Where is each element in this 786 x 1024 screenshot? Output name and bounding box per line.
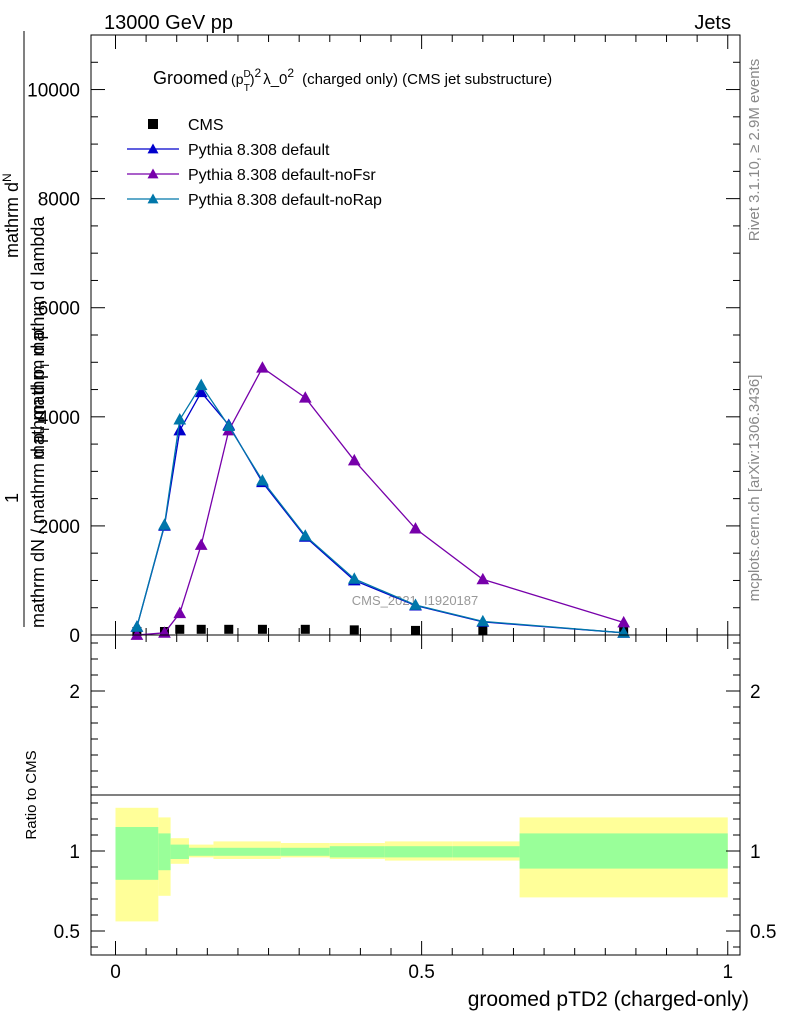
x-axis-label: groomed pTD2 (charged-only) (468, 988, 749, 1011)
ratio-band-stat (158, 833, 171, 871)
data-point (347, 572, 361, 584)
legend-label: Pythia 8.308 default-noRap (188, 192, 382, 209)
y-tick-label: 8000 (38, 190, 80, 211)
data-point (476, 614, 490, 627)
ratio-band-stat (384, 846, 453, 858)
ratio-band-stat (519, 833, 728, 869)
legend-label: Pythia 8.308 default (188, 142, 330, 159)
y-label-denominator: mathrm dN / mathrm d pT mathrm d p (28, 330, 52, 628)
legend: CMS Pythia 8.308 default Pythia 8.308 defa… (127, 117, 382, 209)
data-point (256, 474, 269, 486)
y-tick-label: 6000 (38, 299, 80, 320)
ratio-band-stat (188, 847, 214, 856)
x-tick-label: 0 (110, 962, 121, 983)
ratio-y-ticks: 0.5 0.5 1 1 2 2 (54, 642, 776, 948)
ratio-y-tick-label: 2 (69, 682, 80, 703)
y-label-numerator-top: mathrm dN (0, 173, 22, 258)
y-label-numerator-bottom: mathrm d pT mathrm d lambda (28, 216, 52, 460)
y-axis-label: 1 mathrm dN / mathrm d pT mathrm d p mat… (0, 31, 52, 628)
data-point (173, 423, 187, 436)
data-point (173, 606, 187, 619)
y-label-one: 1 (2, 493, 22, 503)
data-point (175, 624, 185, 634)
data-point (194, 538, 208, 550)
data-point (478, 626, 488, 636)
legend-item: Pythia 8.308 default-noRap (127, 192, 382, 209)
legend-label: CMS (188, 117, 224, 134)
ratio-y-tick-label-right: 2 (750, 682, 761, 703)
x-tick-label: 1 (722, 962, 733, 983)
y-tick-label: 0 (69, 626, 80, 647)
data-point (158, 518, 171, 530)
data-point (298, 529, 312, 541)
data-point (224, 624, 234, 634)
rivet-version-label: Rivet 3.1.10, ≥ 2.9M events (746, 59, 763, 242)
data-point (300, 624, 310, 634)
ratio-plot-panel: 0.5 0.51 12 2 0 0.5 1 Ratio to CMS groomed pT… (23, 634, 776, 1011)
ratio-y-tick-label: 1 (69, 842, 80, 863)
jets-label: Jets (694, 12, 731, 34)
y-tick-label: 2000 (38, 517, 80, 538)
ratio-bands (115, 807, 728, 922)
data-point (194, 385, 208, 398)
legend-item: CMS (148, 117, 224, 134)
ratio-band-stat (452, 846, 520, 858)
data-point (130, 620, 144, 632)
series-layer (130, 361, 631, 640)
data-point (194, 378, 208, 391)
data-point (298, 391, 312, 403)
legend-item: Pythia 8.308 default (127, 142, 330, 159)
data-point (257, 624, 267, 634)
ratio-y-tick-label-right: 0.5 (750, 922, 776, 943)
ratio-band-stat (280, 847, 330, 856)
legend-marker (148, 119, 158, 129)
data-point (196, 624, 206, 634)
data-point (256, 361, 269, 373)
ratio-y-tick-label-right: 1 (750, 842, 761, 863)
legend-marker (147, 193, 159, 204)
data-point (173, 413, 187, 425)
data-point (130, 628, 144, 640)
legend-item: Pythia 8.308 default-noFsr (127, 167, 376, 184)
x-tick-label: 0.5 (408, 962, 434, 983)
ratio-y-tick-label: 0.5 (54, 922, 80, 943)
legend-marker (147, 143, 159, 154)
legend-marker (147, 168, 159, 179)
plot-title: Groomed (pD T)2 λ_02 (charged only) (CMS jet… (153, 66, 552, 94)
data-point (347, 453, 361, 466)
data-point (411, 625, 420, 635)
legend-label: Pythia 8.308 default-noFsr (188, 167, 376, 184)
ratio-plot-frame (90, 634, 741, 956)
mcplots-label: mcplots.cern.ch [arXiv:1306.3436] (746, 375, 763, 602)
y-tick-label: 4000 (38, 408, 80, 429)
ratio-x-ticks: 0 0.5 1 (110, 635, 733, 983)
ratio-band-stat (329, 846, 385, 858)
ratio-band-stat (170, 844, 189, 859)
y-tick-label: 10000 (27, 81, 80, 102)
main-y-ticks: 0 2000 4000 6000 8000 10000 (27, 34, 740, 647)
data-point (222, 419, 236, 431)
data-point (409, 522, 422, 534)
ratio-y-axis-label: Ratio to CMS (23, 750, 40, 839)
data-point (349, 625, 359, 635)
energy-label: 13000 GeV pp (104, 12, 233, 34)
data-point (476, 572, 490, 585)
data-point (409, 598, 422, 610)
ratio-band-stat (115, 827, 159, 880)
ratio-band-stat (213, 847, 281, 856)
